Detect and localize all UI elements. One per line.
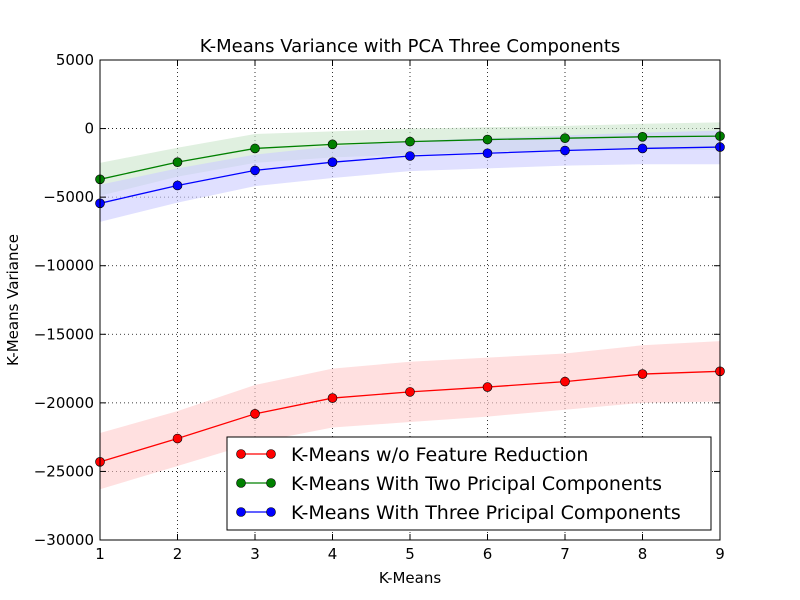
legend-marker [266,449,276,459]
series-3-point [250,165,260,176]
legend-label: K-Means With Three Pricipal Components [291,502,681,524]
x-tick-label: 7 [560,545,570,563]
legend-marker [236,449,246,459]
series-1-point [172,433,183,444]
plot-area: 1 2 3 4 5 6 7 8 9 5000 0 −5000 −10000 −15000 −20000 −25… [34,51,725,563]
y-tick-label: −10000 [34,257,94,275]
y-tick-label: −30000 [34,531,94,549]
series-2-point [250,143,260,154]
series-2-point [637,132,648,142]
series-1-point [637,369,648,379]
series-3-point [637,143,648,154]
legend: K-Means w/o Feature Reduction K-Means Wit… [226,436,712,531]
x-tick-label: 3 [250,545,260,563]
y-axis-label: K-Means Variance [4,234,22,366]
series-1-point [405,387,415,397]
series-1-point [560,376,570,387]
series-3-point [482,148,493,159]
y-tick-label: −15000 [34,325,94,343]
y-tick-label: −20000 [34,394,94,412]
legend-box [226,436,712,531]
series-3-point [560,145,570,156]
series-3-point [327,157,338,167]
series-2-point [327,139,338,150]
series-2-point [560,133,570,143]
series-1-point [482,382,493,392]
series-2-point [405,136,415,147]
x-tick-label: 8 [638,545,648,563]
legend-label: K-Means With Two Pricipal Components [291,473,662,495]
series-2-point [482,134,493,145]
x-tick-label: 5 [405,545,415,563]
series-3-point [405,151,415,161]
y-tick-label: −5000 [43,188,94,206]
legend-marker [266,507,276,517]
y-tick-label: 5000 [56,51,94,69]
x-tick-label: 2 [173,545,183,563]
x-axis-label: K-Means [379,569,442,587]
x-tick-label: 6 [483,545,493,563]
chart-title: K-Means Variance with PCA Three Componen… [200,36,621,57]
x-tick-label: 1 [95,545,105,563]
legend-marker [266,478,276,488]
legend-label: K-Means w/o Feature Reduction [291,444,588,466]
series-1-point [250,409,260,419]
x-tick-label: 4 [328,545,338,563]
series-2-point [172,157,183,167]
series-3-point [172,180,183,191]
series-1-point [327,393,338,403]
x-tick-label: 9 [715,545,725,563]
y-tick-label: −25000 [34,462,94,480]
legend-marker [236,478,246,488]
y-tick-label: 0 [84,120,94,138]
legend-marker [236,507,246,517]
